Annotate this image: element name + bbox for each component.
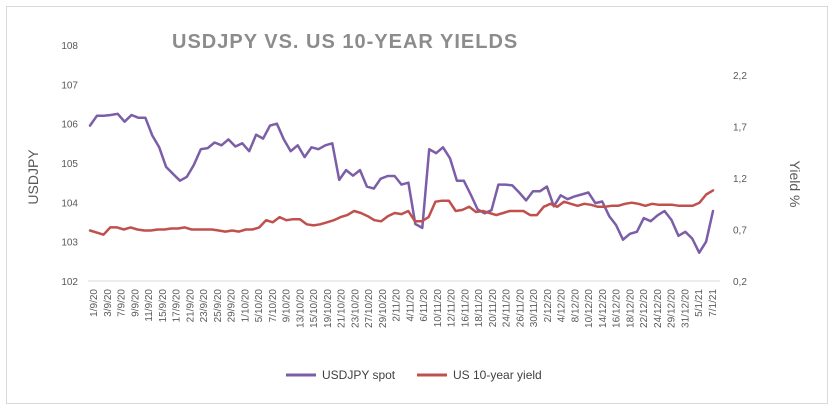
legend: USDJPY spot US 10-year yield	[286, 368, 542, 382]
x-tick-label: 10/11/20	[433, 289, 444, 328]
x-tick-label: 23/9/20	[199, 289, 210, 323]
x-tick-label: 9/10/20	[282, 289, 293, 323]
right-tick-label: 1,2	[733, 174, 747, 185]
x-tick-label: 26/11/20	[515, 289, 526, 328]
series-group	[88, 112, 715, 254]
x-tick-label: 11/9/20	[144, 289, 155, 322]
legend-label-yield: US 10-year yield	[453, 368, 542, 382]
right-tick-label: 0,7	[733, 226, 747, 237]
x-tick-label: 1/10/20	[240, 289, 251, 323]
x-tick-label: 17/9/20	[172, 289, 183, 323]
x-tick-label: 16/12/20	[612, 289, 623, 328]
x-tick-label: 18/12/20	[625, 289, 636, 328]
left-tick-label: 108	[61, 41, 78, 52]
chart-title: USDJPY VS. US 10-YEAR YIELDS	[172, 31, 518, 53]
left-tick-label: 107	[61, 80, 78, 91]
x-tick-label: 21/10/20	[337, 289, 348, 328]
right-axis-title: Yield %	[787, 161, 803, 208]
x-tick-label: 30/11/20	[529, 289, 540, 328]
x-tick-label: 4/11/20	[405, 289, 416, 322]
x-tick-label: 23/10/20	[350, 289, 361, 328]
x-tick-label: 8/12/20	[570, 289, 581, 323]
left-tick-label: 103	[61, 238, 78, 249]
legend-label-usdjpy: USDJPY spot	[322, 368, 396, 382]
x-tick-label: 10/12/20	[584, 289, 595, 328]
x-tick-label: 18/11/20	[474, 289, 485, 328]
x-tick-label: 9/9/20	[130, 289, 141, 317]
x-tick-label: 24/11/20	[502, 289, 513, 328]
x-tick-label: 16/11/20	[460, 289, 471, 328]
right-tick-label: 2,2	[733, 71, 747, 82]
right-tick-label: 0,2	[733, 277, 747, 288]
x-tick-label: 22/12/20	[639, 289, 650, 328]
x-tick-label: 19/10/20	[323, 289, 334, 328]
x-axis-ticks: 1/9/20 3/9/20 7/9/20 9/9/20 11/9/20 15/9/20 17…	[89, 289, 719, 328]
left-tick-label: 104	[61, 198, 78, 209]
x-tick-label: 7/9/20	[117, 289, 128, 317]
x-tick-label: 5/1/21	[694, 289, 705, 317]
x-tick-label: 2/12/20	[543, 289, 554, 323]
x-tick-label: 29/9/20	[227, 289, 238, 323]
x-tick-label: 6/11/20	[419, 289, 430, 322]
left-tick-label: 105	[61, 159, 78, 170]
x-tick-label: 13/10/20	[295, 289, 306, 328]
x-tick-label: 14/12/20	[598, 289, 609, 328]
x-tick-label: 29/10/20	[378, 289, 389, 328]
x-tick-label: 12/11/20	[447, 289, 458, 328]
right-axis-ticks: 0,2 0,7 1,2 1,7 2,2	[733, 71, 747, 288]
x-tick-label: 27/10/20	[364, 289, 375, 328]
left-tick-label: 106	[61, 120, 78, 131]
x-tick-label: 15/10/20	[309, 289, 320, 328]
x-tick-label: 1/9/20	[89, 289, 100, 317]
x-tick-label: 29/12/20	[667, 289, 678, 328]
x-tick-label: 21/9/20	[185, 289, 196, 323]
x-tick-label: 5/10/20	[254, 289, 265, 323]
series-line-usdjpy-spot	[88, 112, 715, 254]
x-tick-label: 7/1/21	[708, 289, 719, 317]
left-axis-title: USDJPY	[25, 149, 41, 205]
series-line-us-10y-yield	[88, 189, 715, 236]
x-tick-label: 31/12/20	[680, 289, 691, 328]
x-tick-label: 7/10/20	[268, 289, 279, 323]
right-tick-label: 1,7	[733, 123, 747, 134]
x-tick-label: 25/9/20	[213, 289, 224, 323]
x-tick-label: 3/9/20	[103, 289, 114, 317]
x-tick-label: 20/11/20	[488, 289, 499, 328]
left-axis-ticks: 102 103 104 105 106 107 108	[61, 41, 78, 288]
x-tick-label: 4/12/20	[557, 289, 568, 323]
x-tick-label: 24/12/20	[653, 289, 664, 328]
left-tick-label: 102	[61, 277, 78, 288]
x-tick-label: 15/9/20	[158, 289, 169, 323]
x-tick-label: 2/11/20	[392, 289, 403, 322]
